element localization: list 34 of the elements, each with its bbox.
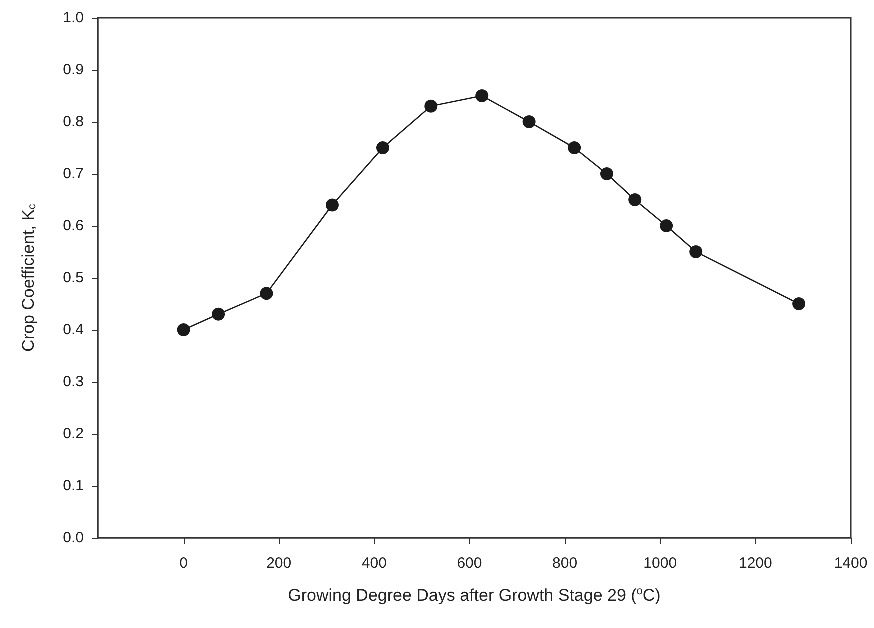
x-tick-label: 0 (180, 555, 188, 572)
point (568, 142, 582, 154)
y-tick-label: 0.9 (63, 62, 84, 78)
y-tick-label: 1.0 (63, 10, 84, 26)
y-tick-label: 0.6 (63, 218, 84, 234)
point (476, 90, 489, 102)
point (628, 194, 642, 206)
point (424, 100, 438, 113)
x-tick-label: 400 (362, 555, 387, 572)
point (326, 198, 339, 212)
y-tick-label: 0.3 (63, 374, 84, 390)
point (522, 116, 536, 128)
x-tick-label: 800 (552, 555, 578, 572)
point (600, 168, 614, 180)
y-tick-label: 0.1 (63, 478, 84, 494)
x-tick-label: 1000 (644, 555, 678, 572)
y-tick-label: 0.2 (63, 426, 84, 442)
point (690, 246, 703, 258)
point (376, 142, 390, 154)
x-tick-label: 200 (266, 555, 292, 572)
point (792, 298, 806, 310)
x-tick-label: 1200 (738, 555, 772, 572)
point (660, 220, 674, 232)
x-tick-label: 1400 (834, 555, 868, 572)
y-axis-title: Crop Coefficient, Kc (19, 204, 38, 352)
point (212, 308, 226, 321)
point (177, 324, 190, 336)
x-tick-label: 600 (457, 555, 482, 572)
y-tick-label: 0.7 (63, 166, 84, 182)
y-tick-label: 0.8 (63, 114, 84, 130)
y-tick-label: 0.5 (63, 270, 84, 286)
point (260, 287, 274, 300)
y-tick-label: 0.4 (63, 322, 84, 338)
y-tick-label: 0.0 (63, 530, 84, 546)
